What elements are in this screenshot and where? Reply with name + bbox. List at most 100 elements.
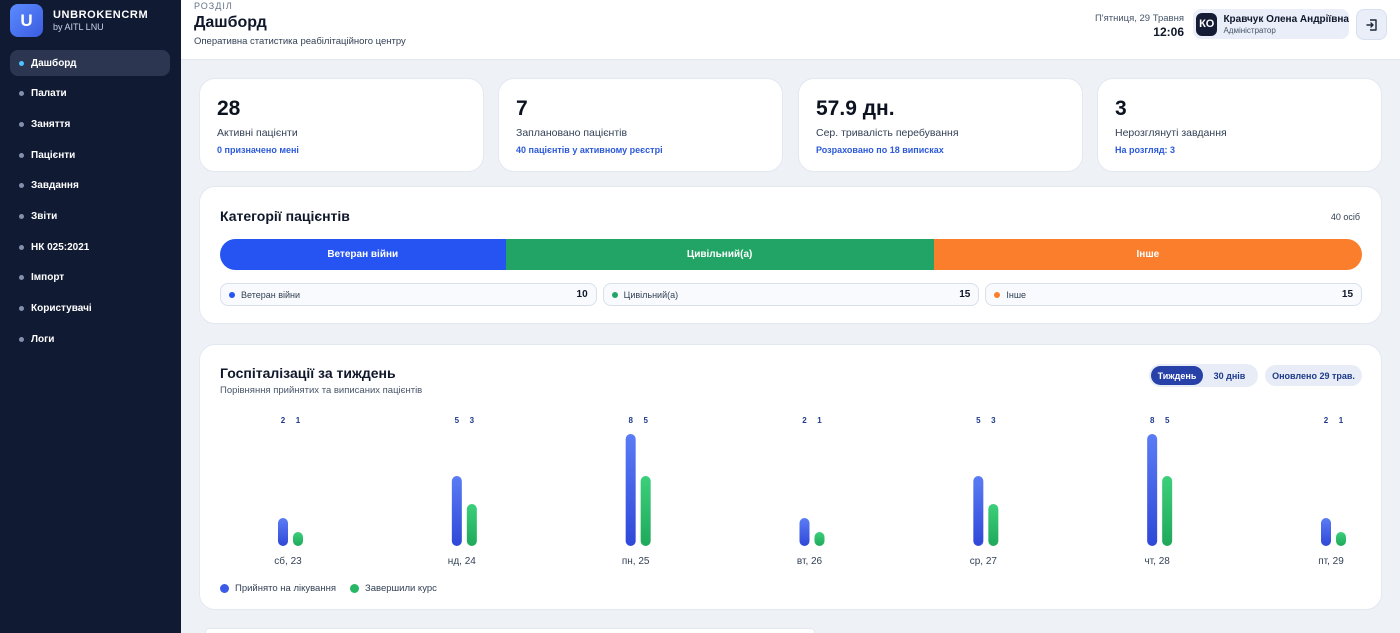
x-tick-label: чт, 28: [1144, 556, 1170, 567]
categories-total: 40 осіб: [1330, 212, 1360, 222]
kpi-note[interactable]: 0 призначено мені: [217, 145, 299, 155]
sidebar-item-label: Логи: [31, 333, 55, 345]
logout-button[interactable]: [1356, 9, 1387, 40]
user-name: Кравчук Олена Андріївна: [1223, 13, 1349, 25]
sidebar-item-logs[interactable]: Логи: [10, 326, 170, 352]
x-tick-label: ср, 27: [970, 556, 998, 567]
sidebar-item-users[interactable]: Користувачі: [10, 296, 170, 322]
sidebar-nav: Дашборд Палати Заняття Пацієнти Завдання…: [10, 50, 170, 357]
nav-dot-icon: [19, 213, 24, 219]
data-label-admitted: 2: [802, 416, 807, 425]
kpi-value: 57.9 дн.: [816, 97, 895, 120]
sidebar-item-dashboard[interactable]: Дашборд: [10, 50, 170, 76]
x-tick-label: сб, 23: [274, 555, 302, 567]
top-header: РОЗДІЛ Дашборд Оперативна статистика реа…: [181, 0, 1400, 60]
hospitalizations-chart: 2 1 сб, 23 5 3 нд, 24 8 5 пн, 25 2 1 вт, 26 5 3 ср, 27…: [274, 416, 1346, 567]
bar-admitted[interactable]: [451, 476, 462, 546]
sidebar-item-patients[interactable]: Пацієнти: [10, 142, 170, 168]
categories-title: Категорії пацієнтів: [220, 208, 350, 224]
category-chip-veteran[interactable]: Ветеран війни 10: [220, 283, 597, 306]
sidebar-item-wards[interactable]: Палати: [10, 81, 170, 107]
data-label-discharged: 3: [470, 416, 475, 425]
sidebar-item-sessions[interactable]: Заняття: [10, 111, 170, 137]
categories-legend: Ветеран війни 10 Цивільний(а) 15 Інше 15: [220, 283, 1363, 306]
bar-discharged[interactable]: [988, 504, 999, 546]
data-label-discharged: 1: [296, 416, 301, 425]
kpi-label: Сер. тривалість перебування: [816, 127, 959, 139]
bar-admitted[interactable]: [278, 518, 288, 546]
data-label-discharged: 5: [1165, 416, 1170, 425]
sidebar-item-import[interactable]: Імпорт: [10, 265, 170, 291]
nav-dot-icon: [19, 306, 24, 311]
kpi-note[interactable]: На розгляд: 3: [1115, 145, 1176, 155]
bar-discharged[interactable]: [814, 532, 825, 546]
bar-admitted[interactable]: [1147, 434, 1158, 546]
kpi-value: 3: [1115, 97, 1127, 120]
period-week-button[interactable]: Тиждень: [1151, 366, 1203, 385]
data-label-admitted: 2: [1324, 416, 1329, 425]
category-segment-civilian[interactable]: Цивільний(а): [505, 239, 934, 270]
category-segment-other[interactable]: Інше: [933, 239, 1362, 270]
updated-badge: Оновлено 29 трав.: [1265, 365, 1362, 386]
kpi-planned-patients: 7 Заплановано пацієнтів 40 пацієнтів у а…: [498, 78, 783, 172]
data-label-admitted: 5: [976, 416, 981, 425]
data-label-admitted: 5: [455, 416, 460, 425]
sidebar-item-label: НК 025:2021: [31, 241, 90, 253]
sidebar-item-tasks[interactable]: Завдання: [10, 173, 170, 199]
current-date: П'ятниця, 29 Травня: [1094, 13, 1184, 24]
legend-label: Прийнято на лікування: [235, 583, 336, 594]
kpi-note[interactable]: 40 пацієнтів у активному реєстрі: [516, 145, 663, 155]
category-chip-other[interactable]: Інше 15: [985, 283, 1363, 306]
nav-dot-icon: [19, 275, 24, 281]
kpi-label: Заплановано пацієнтів: [516, 127, 628, 139]
nav-dot-icon: [19, 183, 24, 189]
section-label: РОЗДІЛ: [194, 1, 233, 11]
kpi-note[interactable]: Розраховано по 18 виписках: [816, 145, 944, 155]
chart-marks: 2 1 сб, 23 5 3 нд, 24 8 5 пн, 25 2 1 вт, 26 5 3 ср, 27…: [274, 416, 1346, 567]
page-title: Дашборд: [194, 14, 267, 31]
sidebar-item-label: Звіти: [31, 210, 58, 222]
bar-admitted[interactable]: [973, 476, 984, 546]
sidebar-item-label: Заняття: [31, 118, 71, 130]
kpi-active-patients: 28 Активні пацієнти 0 призначено мені: [199, 78, 484, 172]
other-dot-icon: [994, 291, 1001, 298]
kpi-label: Активні пацієнти: [217, 127, 298, 139]
data-label-admitted: 2: [281, 416, 286, 425]
x-tick-label: нд, 24: [448, 556, 476, 567]
bar-admitted[interactable]: [625, 434, 636, 546]
categories-stacked-bar: Ветеран війни Цивільний(а) Інше: [220, 239, 1362, 270]
bar-discharged[interactable]: [466, 504, 477, 546]
page-subtitle: Оперативна статистика реабілітаційного ц…: [194, 36, 406, 47]
data-label-admitted: 8: [1150, 416, 1155, 425]
data-label-admitted: 8: [628, 416, 633, 425]
bar-discharged[interactable]: [1336, 532, 1346, 546]
bar-admitted[interactable]: [1321, 518, 1331, 546]
x-tick-label: вт, 26: [797, 556, 823, 567]
date-time: П'ятниця, 29 Травня 12:06: [1095, 13, 1184, 39]
nav-dot-icon: [19, 121, 24, 127]
category-chip-civilian[interactable]: Цивільний(а) 15: [602, 283, 980, 306]
brand[interactable]: U UNBROKENCRM by AITL LNU: [10, 4, 148, 37]
hospitalizations-subtitle: Порівняння прийнятих та виписаних пацієн…: [220, 385, 423, 396]
bar-discharged[interactable]: [1162, 476, 1173, 546]
sidebar-item-classifier[interactable]: НК 025:2021: [10, 234, 170, 260]
category-segment-veteran[interactable]: Ветеран війни: [220, 239, 506, 270]
chip-label: Ветеран війни: [241, 289, 301, 300]
current-time: 12:06: [1153, 25, 1184, 39]
chip-value: 15: [959, 289, 971, 300]
bar-admitted[interactable]: [799, 518, 810, 546]
user-profile[interactable]: КО Кравчук Олена Андріївна Адміністратор: [1193, 9, 1349, 39]
x-tick-label: пт, 29: [1318, 556, 1344, 567]
kpi-avg-stay: 57.9 дн. Сер. тривалість перебування Роз…: [798, 78, 1083, 172]
bar-discharged[interactable]: [640, 476, 651, 546]
admitted-dot-icon: [220, 584, 229, 593]
bar-discharged[interactable]: [293, 532, 303, 546]
chip-label: Інше: [1006, 289, 1027, 300]
nav-dot-icon: [19, 60, 24, 66]
period-30-days-button[interactable]: 30 днів: [1213, 370, 1246, 381]
hospitalizations-card: Госпіталізації за тиждень Порівняння при…: [199, 344, 1382, 610]
sidebar-item-label: Користувачі: [31, 303, 92, 314]
sidebar-item-reports[interactable]: Звіти: [10, 203, 170, 229]
data-label-discharged: 1: [1339, 416, 1344, 425]
chip-label: Цивільний(а): [623, 289, 679, 300]
